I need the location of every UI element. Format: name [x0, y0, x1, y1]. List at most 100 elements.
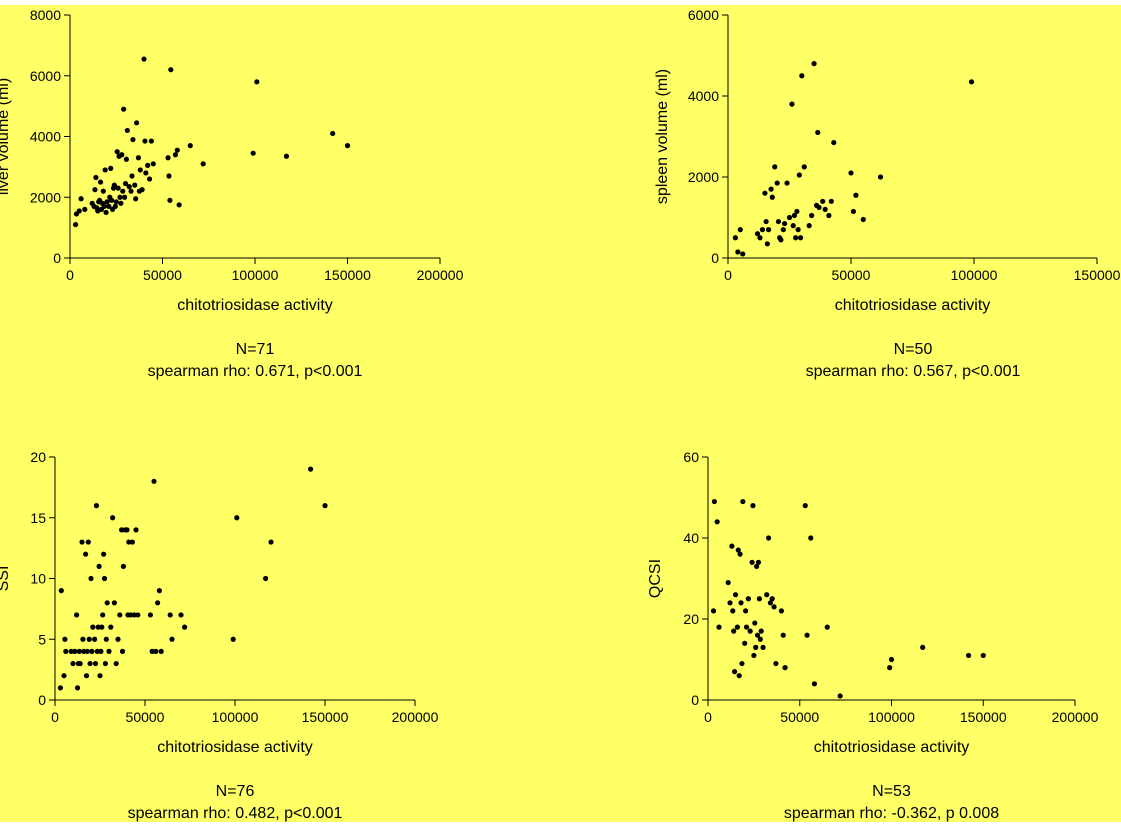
- data-point: [87, 660, 93, 667]
- data-point: [76, 208, 82, 214]
- y-tick-label: 0: [38, 692, 46, 708]
- data-point: [70, 660, 76, 667]
- data-point: [745, 596, 751, 602]
- data-point: [115, 636, 121, 642]
- data-point: [63, 648, 69, 655]
- scatter-panel-4: 0 20 40 60 0 50000 100000 150000 200000 chitotrio…: [647, 449, 1099, 756]
- data-point: [806, 223, 812, 229]
- data-point: [796, 172, 802, 178]
- data-point: [775, 218, 782, 225]
- data-point: [742, 640, 748, 646]
- data-point: [790, 223, 796, 229]
- data-point: [754, 231, 761, 237]
- data-point: [330, 130, 336, 137]
- x-tick-label: 100000: [232, 267, 279, 283]
- x-tick-label: 150000: [324, 267, 371, 283]
- data-point: [769, 596, 775, 602]
- data-point: [824, 624, 830, 630]
- data-point: [737, 227, 743, 233]
- data-point: [848, 170, 854, 176]
- x-tick-label: 0: [66, 267, 74, 283]
- data-point: [732, 669, 738, 675]
- data-point: [83, 551, 89, 557]
- data-point: [101, 551, 107, 557]
- data-point: [106, 203, 112, 209]
- data-point: [710, 608, 717, 614]
- data-point: [93, 174, 99, 181]
- data-point: [778, 237, 784, 243]
- data-point: [753, 644, 759, 650]
- data-point: [169, 636, 175, 642]
- data-point: [781, 220, 788, 227]
- data-point: [850, 208, 857, 215]
- y-tick-label: 0: [691, 692, 699, 708]
- data-point: [106, 648, 112, 655]
- data-point: [124, 127, 130, 134]
- y-axis-label: liver volume (ml): [0, 78, 12, 195]
- data-point: [860, 216, 866, 223]
- data-point: [103, 636, 109, 642]
- data-point: [268, 539, 274, 545]
- data-point: [737, 551, 743, 557]
- data-point: [119, 527, 125, 533]
- data-point: [142, 138, 148, 144]
- x-tick-label: 50000: [126, 709, 165, 725]
- data-point: [815, 129, 821, 136]
- data-point: [155, 600, 161, 606]
- data-point: [129, 539, 135, 545]
- data-point: [92, 660, 99, 667]
- x-tick-label: 100000: [868, 709, 915, 725]
- data-point: [158, 648, 164, 655]
- data-point: [122, 180, 129, 187]
- data-point: [804, 632, 810, 638]
- data-point: [126, 184, 132, 190]
- data-point: [799, 73, 805, 79]
- data-point: [156, 588, 162, 594]
- x-tick-label: 50000: [780, 709, 819, 725]
- data-point: [88, 575, 94, 582]
- data-point: [115, 185, 121, 191]
- data-point: [772, 164, 778, 170]
- data-point: [734, 624, 740, 630]
- data-point: [801, 164, 807, 170]
- data-point: [764, 592, 770, 598]
- data-point: [178, 612, 184, 618]
- data-point: [176, 202, 182, 208]
- x-axis-label: chitotriosidase activity: [835, 297, 991, 314]
- data-point: [725, 579, 731, 586]
- data-point: [82, 206, 88, 212]
- data-point: [101, 575, 108, 582]
- data-point: [172, 152, 179, 158]
- data-point: [78, 196, 84, 202]
- data-point: [126, 539, 132, 545]
- data-point: [131, 612, 137, 618]
- y-tick-label: 10: [30, 571, 46, 587]
- spearman-stats-label: spearman rho: 0.567, p<0.001: [805, 363, 1021, 380]
- data-point: [794, 208, 800, 215]
- data-point: [81, 648, 87, 655]
- data-point: [111, 182, 117, 188]
- data-point: [791, 212, 798, 219]
- data-point: [133, 196, 139, 202]
- data-point: [102, 167, 108, 173]
- data-point: [123, 156, 130, 162]
- x-tick-label: 50000: [143, 267, 182, 283]
- data-point: [103, 209, 109, 216]
- data-point: [141, 56, 147, 62]
- data-point: [760, 644, 766, 650]
- data-point: [97, 179, 104, 185]
- data-point: [711, 498, 718, 505]
- data-point: [68, 648, 74, 655]
- data-point: [234, 515, 240, 521]
- data-point: [117, 612, 123, 618]
- data-point: [200, 161, 206, 167]
- data-point: [113, 199, 119, 205]
- data-point: [730, 608, 736, 614]
- data-point: [751, 652, 757, 659]
- data-point: [230, 636, 236, 642]
- data-point: [254, 79, 260, 85]
- scatter-panel-1: 0 2000 4000 6000 8000 0 50000 100000 150000 20000…: [0, 7, 464, 314]
- data-point: [729, 543, 735, 549]
- data-point: [165, 155, 171, 161]
- data-point: [72, 221, 79, 228]
